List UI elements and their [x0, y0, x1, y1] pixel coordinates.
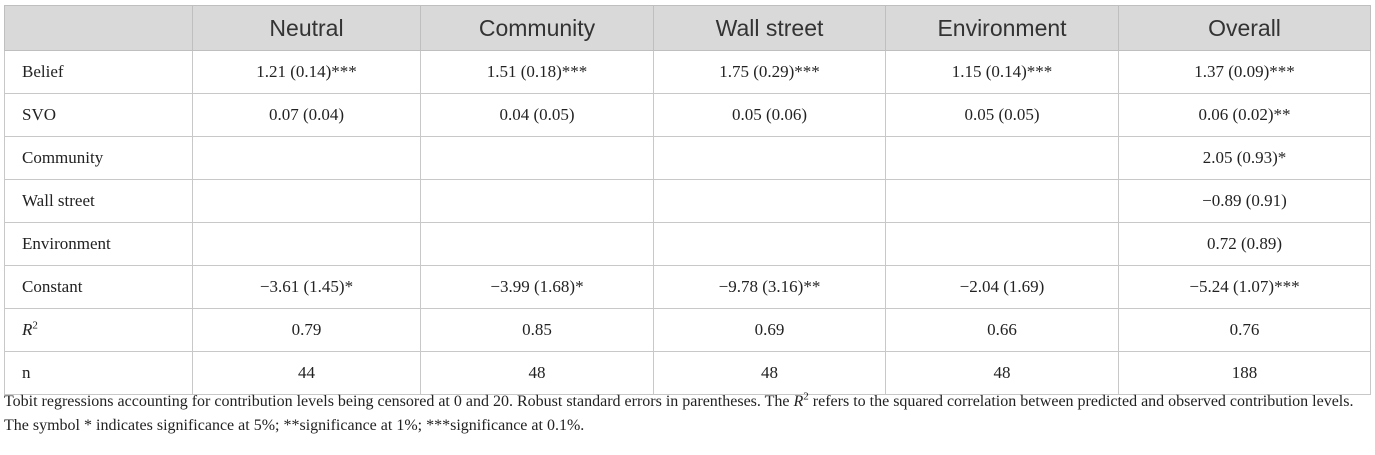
- row-label-r-squared: R2: [4, 308, 193, 352]
- footnote-text-1: Tobit regressions accounting for contrib…: [4, 393, 794, 410]
- footnote-r-superscript: 2: [803, 390, 809, 403]
- row-label: Community: [4, 136, 193, 180]
- header-environment: Environment: [885, 5, 1119, 51]
- table-cell: 1.15 (0.14)***: [885, 50, 1119, 94]
- table-row: R2 0.79 0.85 0.69 0.66 0.76: [4, 308, 1371, 352]
- table-cell: 48: [885, 351, 1119, 395]
- header-overall: Overall: [1118, 5, 1371, 51]
- table-cell: 0.05 (0.06): [653, 93, 886, 137]
- table-row: n 44 48 48 48 188: [4, 351, 1371, 395]
- table-cell: 0.85: [420, 308, 654, 352]
- table-cell: 0.72 (0.89): [1118, 222, 1371, 266]
- row-label: Belief: [4, 50, 193, 94]
- table-cell: [420, 222, 654, 266]
- regression-table: Neutral Community Wall street Environmen…: [4, 5, 1371, 395]
- table-cell: 0.05 (0.05): [885, 93, 1119, 137]
- header-row: Neutral Community Wall street Environmen…: [4, 5, 1371, 51]
- table-cell: 0.76: [1118, 308, 1371, 352]
- table-cell: 0.66: [885, 308, 1119, 352]
- table-cell: 1.37 (0.09)***: [1118, 50, 1371, 94]
- table-cell: [420, 136, 654, 180]
- table-cell: 0.79: [192, 308, 421, 352]
- table-cell: 0.07 (0.04): [192, 93, 421, 137]
- table-cell: [885, 136, 1119, 180]
- table-cell: 48: [420, 351, 654, 395]
- row-label: Wall street: [4, 179, 193, 223]
- footnote-r-symbol: R: [793, 393, 804, 410]
- table-footnote: Tobit regressions accounting for contrib…: [4, 390, 1370, 438]
- table-cell: −5.24 (1.07)***: [1118, 265, 1371, 309]
- table-cell: 1.51 (0.18)***: [420, 50, 654, 94]
- table-cell: [653, 179, 886, 223]
- table-row: Constant −3.61 (1.45)* −3.99 (1.68)* −9.…: [4, 265, 1371, 309]
- table-cell: [885, 179, 1119, 223]
- table-cell: [192, 179, 421, 223]
- table-row: Environment 0.72 (0.89): [4, 222, 1371, 266]
- table-cell: 0.04 (0.05): [420, 93, 654, 137]
- table-cell: 48: [653, 351, 886, 395]
- table-cell: 1.75 (0.29)***: [653, 50, 886, 94]
- row-label: n: [4, 351, 193, 395]
- table-cell: [420, 179, 654, 223]
- header-neutral: Neutral: [192, 5, 421, 51]
- table-cell: [653, 136, 886, 180]
- table-row: Wall street −0.89 (0.91): [4, 179, 1371, 223]
- table-cell: −0.89 (0.91): [1118, 179, 1371, 223]
- regression-table-container: Neutral Community Wall street Environmen…: [4, 5, 1371, 395]
- table-cell: −3.99 (1.68)*: [420, 265, 654, 309]
- row-label: Environment: [4, 222, 193, 266]
- table-cell: [885, 222, 1119, 266]
- row-label: Constant: [4, 265, 193, 309]
- table-row: Belief 1.21 (0.14)*** 1.51 (0.18)*** 1.7…: [4, 50, 1371, 94]
- table-cell: −3.61 (1.45)*: [192, 265, 421, 309]
- table-cell: −9.78 (3.16)**: [653, 265, 886, 309]
- table-cell: 44: [192, 351, 421, 395]
- table-cell: [192, 222, 421, 266]
- table-cell: 1.21 (0.14)***: [192, 50, 421, 94]
- header-community: Community: [420, 5, 654, 51]
- table-cell: 0.06 (0.02)**: [1118, 93, 1371, 137]
- row-label: SVO: [4, 93, 193, 137]
- table-row: Community 2.05 (0.93)*: [4, 136, 1371, 180]
- r-superscript: 2: [32, 319, 38, 332]
- header-corner: [4, 5, 193, 51]
- table-cell: [192, 136, 421, 180]
- header-wall-street: Wall street: [653, 5, 886, 51]
- table-cell: 2.05 (0.93)*: [1118, 136, 1371, 180]
- table-cell: [653, 222, 886, 266]
- table-cell: 188: [1118, 351, 1371, 395]
- table-cell: 0.69: [653, 308, 886, 352]
- table-cell: −2.04 (1.69): [885, 265, 1119, 309]
- table-row: SVO 0.07 (0.04) 0.04 (0.05) 0.05 (0.06) …: [4, 93, 1371, 137]
- r-symbol: R: [22, 320, 33, 339]
- footnote-text-2: refers to the squared correlation betwee…: [4, 393, 1354, 434]
